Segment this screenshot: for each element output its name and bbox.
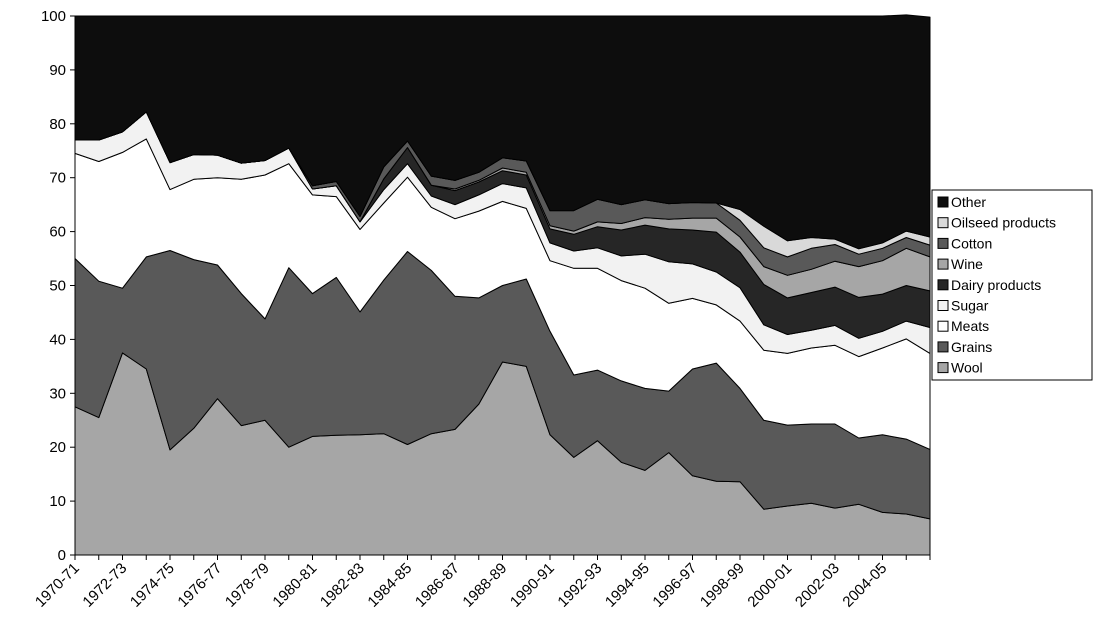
x-tick-label: 1990-91: [507, 560, 558, 611]
x-tick-label: 1976-77: [174, 560, 225, 611]
y-tick-label: 0: [58, 547, 66, 564]
y-tick-label: 90: [49, 62, 66, 79]
legend-label-dairy-products: Dairy products: [951, 277, 1041, 293]
x-tick-label: 1982-83: [317, 560, 368, 611]
x-tick-label: 2000-01: [744, 560, 795, 611]
legend-label-sugar: Sugar: [951, 298, 989, 314]
legend-swatch-cotton: [937, 237, 949, 249]
y-tick-label: 20: [49, 439, 66, 456]
legend-label-cotton: Cotton: [951, 235, 992, 251]
y-tick-label: 100: [41, 8, 66, 25]
legend-label-meats: Meats: [951, 318, 989, 334]
x-tick-label: 1996-97: [649, 560, 700, 611]
legend-swatch-wool: [937, 362, 949, 374]
x-tick-label: 1974-75: [127, 560, 178, 611]
x-tick-label: 1986-87: [412, 560, 463, 611]
x-tick-label: 2004-05: [839, 560, 890, 611]
legend-swatch-grains: [937, 341, 949, 353]
legend-label-wine: Wine: [951, 256, 983, 272]
x-tick-label: 1992-93: [554, 560, 605, 611]
x-tick-label: 1994-95: [602, 560, 653, 611]
x-tick-label: 1978-79: [222, 560, 273, 611]
legend: Other Oilseed products Cotton Wine Dairy pro…: [931, 189, 1093, 381]
area-other: [74, 14, 931, 250]
x-tick-label: 1972-73: [79, 560, 130, 611]
legend-swatch-meats: [937, 320, 949, 332]
legend-label-wool: Wool: [951, 360, 983, 376]
x-tick-label: 1988-89: [459, 560, 510, 611]
x-tick-label: 1984-85: [364, 560, 415, 611]
legend-swatch-sugar: [937, 300, 949, 311]
y-tick-label: 80: [49, 116, 66, 133]
legend-label-grains: Grains: [951, 339, 992, 355]
x-tick-label: 1970-71: [32, 560, 83, 611]
legend-swatch-oilseed-products: [937, 217, 949, 229]
y-tick-label: 30: [49, 385, 66, 402]
y-tick-label: 40: [49, 331, 66, 348]
legend-label-other: Other: [951, 194, 986, 210]
x-tick-label: 1998-99: [697, 560, 748, 611]
legend-label-oilseed-products: Oilseed products: [951, 215, 1056, 231]
legend-swatch-dairy-products: [937, 279, 949, 291]
legend-swatch-wine: [937, 258, 949, 270]
x-tick-label: 2002-03: [792, 560, 843, 611]
y-tick-label: 50: [49, 278, 66, 295]
y-tick-label: 60: [49, 224, 66, 241]
y-tick-label: 10: [49, 493, 66, 510]
x-tick-label: 1980-81: [269, 560, 320, 611]
y-tick-label: 70: [49, 170, 66, 187]
legend-box: [931, 189, 1093, 381]
plot-areas: [74, 14, 931, 556]
legend-swatch-other: [937, 196, 949, 208]
